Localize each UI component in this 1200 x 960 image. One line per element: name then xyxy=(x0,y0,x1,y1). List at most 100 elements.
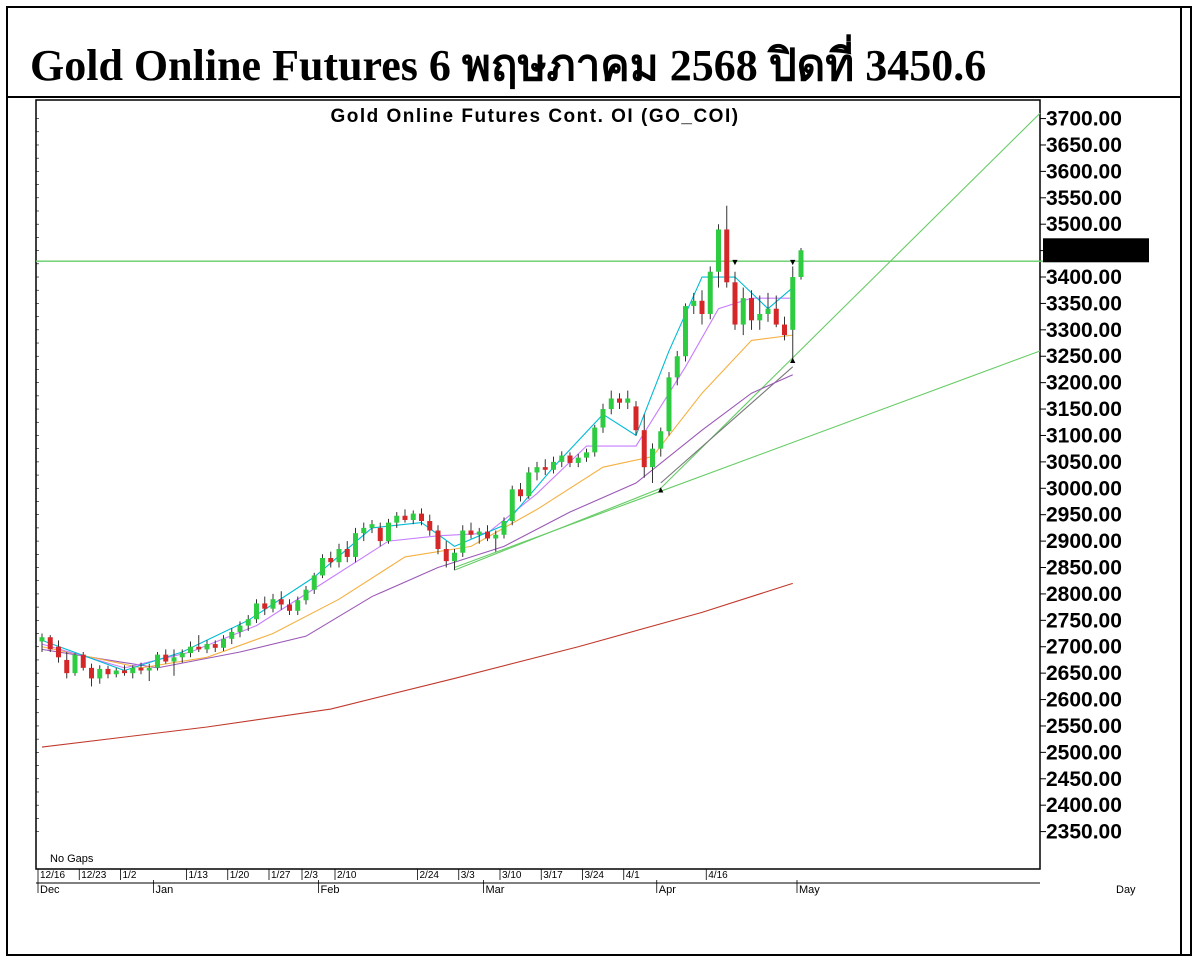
candle-body xyxy=(485,531,490,539)
candle xyxy=(452,549,457,571)
chart-title: Gold Online Futures Cont. OI (GO_COI) xyxy=(330,106,739,127)
trend-line xyxy=(660,112,1041,489)
candle-body xyxy=(39,637,45,642)
candle-body xyxy=(130,667,136,674)
candle-body xyxy=(625,398,631,403)
month-label: Feb xyxy=(321,884,340,896)
candle xyxy=(89,663,94,687)
candle xyxy=(105,665,111,679)
candle-body xyxy=(427,521,433,531)
ema-long-line xyxy=(41,374,793,669)
x-tick-label: 2/3 xyxy=(304,870,318,881)
x-unit-label: Day xyxy=(1116,884,1136,896)
candle xyxy=(344,541,350,563)
candle xyxy=(39,633,45,653)
y-tick-label: 2850.00 xyxy=(1046,557,1122,580)
candle-body xyxy=(97,668,103,679)
candle-body xyxy=(155,654,160,668)
candle-body xyxy=(179,653,185,658)
candle-body xyxy=(559,455,565,462)
x-tick-label: 4/1 xyxy=(626,870,640,881)
candle xyxy=(97,665,103,684)
candle xyxy=(782,316,787,341)
candle xyxy=(328,551,334,568)
candlestick-chart: Gold Online Futures Cont. OI (GO_COI) ▼ ▼… xyxy=(35,99,1149,896)
candle xyxy=(542,459,548,476)
candle-body xyxy=(493,534,499,539)
y-tick-label: 2800.00 xyxy=(1046,583,1122,606)
candle xyxy=(278,591,284,610)
candle xyxy=(270,593,276,613)
candle xyxy=(303,585,309,605)
pivot-marker: ▼ xyxy=(731,257,740,267)
candle-body xyxy=(740,298,746,325)
candle xyxy=(773,295,779,328)
candle-body xyxy=(89,667,94,679)
y-tick-label: 3350.00 xyxy=(1046,292,1122,315)
y-axis: 3700.00 3650.00 3600.00 3550.00 3500.00 3450.… xyxy=(36,108,1149,844)
candle-body xyxy=(534,467,540,473)
candle xyxy=(212,640,218,653)
candle xyxy=(72,653,78,676)
candle-body xyxy=(394,515,400,523)
month-label: Jan xyxy=(156,884,174,896)
candle xyxy=(221,635,226,651)
candle-body xyxy=(270,599,276,609)
candle xyxy=(559,451,565,468)
x-tick-label: 1/27 xyxy=(271,870,291,881)
candle xyxy=(113,667,119,678)
candle-body xyxy=(658,431,664,449)
x-tick-label: 3/3 xyxy=(461,870,475,881)
candle-body xyxy=(80,654,86,668)
x-tick-label: 1/2 xyxy=(123,870,137,881)
bottom-line xyxy=(8,954,1180,956)
candle xyxy=(262,596,268,616)
candle-body xyxy=(617,398,622,403)
x-axis: 12/16 12/23 1/2 1/13 1/20 1/27 2/3 2/10 2/24 3/3 3… xyxy=(36,869,1040,896)
candle xyxy=(749,290,754,330)
candle xyxy=(584,448,589,462)
x-tick-label: 3/10 xyxy=(502,870,522,881)
y-tick-label: 3000.00 xyxy=(1046,477,1122,500)
candle-body xyxy=(691,300,697,307)
candle-body xyxy=(641,430,647,468)
candle-body xyxy=(592,427,598,453)
candle xyxy=(534,461,540,481)
candle-body xyxy=(452,552,457,562)
y-tick-label: 3400.00 xyxy=(1046,266,1122,289)
candle xyxy=(509,485,515,526)
candle xyxy=(600,403,606,433)
candle xyxy=(790,266,796,359)
candle xyxy=(691,292,697,314)
y-tick-label: 2350.00 xyxy=(1046,821,1122,844)
candle-body xyxy=(584,452,589,458)
trend-line xyxy=(660,366,794,484)
candle-body xyxy=(608,398,614,410)
candle-body xyxy=(105,668,111,675)
candle xyxy=(460,525,466,557)
y-tick-label: 3600.00 xyxy=(1046,160,1122,183)
candle-body xyxy=(353,533,358,557)
candle-body xyxy=(476,531,482,535)
candle-body xyxy=(650,448,655,468)
y-tick-label: 2900.00 xyxy=(1046,530,1122,553)
candle-body xyxy=(501,521,507,535)
candle-body xyxy=(509,489,515,522)
x-tick-label: 3/17 xyxy=(543,870,563,881)
last-price-label: 3450.60 xyxy=(1046,239,1122,262)
pivot-marker: ▲ xyxy=(788,355,797,365)
candle xyxy=(204,640,210,654)
candle xyxy=(757,295,763,330)
candle xyxy=(287,599,292,616)
candle-body xyxy=(666,377,672,432)
y-tick-label: 3300.00 xyxy=(1046,319,1122,342)
candle-body xyxy=(138,667,144,671)
candle xyxy=(196,635,202,653)
x-tick-label: 12/23 xyxy=(81,870,106,881)
candle xyxy=(361,522,367,542)
candle xyxy=(402,509,408,523)
candle xyxy=(575,453,581,468)
candle-body xyxy=(336,549,342,563)
y-tick-label: 3200.00 xyxy=(1046,372,1122,395)
trend-lines xyxy=(36,112,1060,571)
